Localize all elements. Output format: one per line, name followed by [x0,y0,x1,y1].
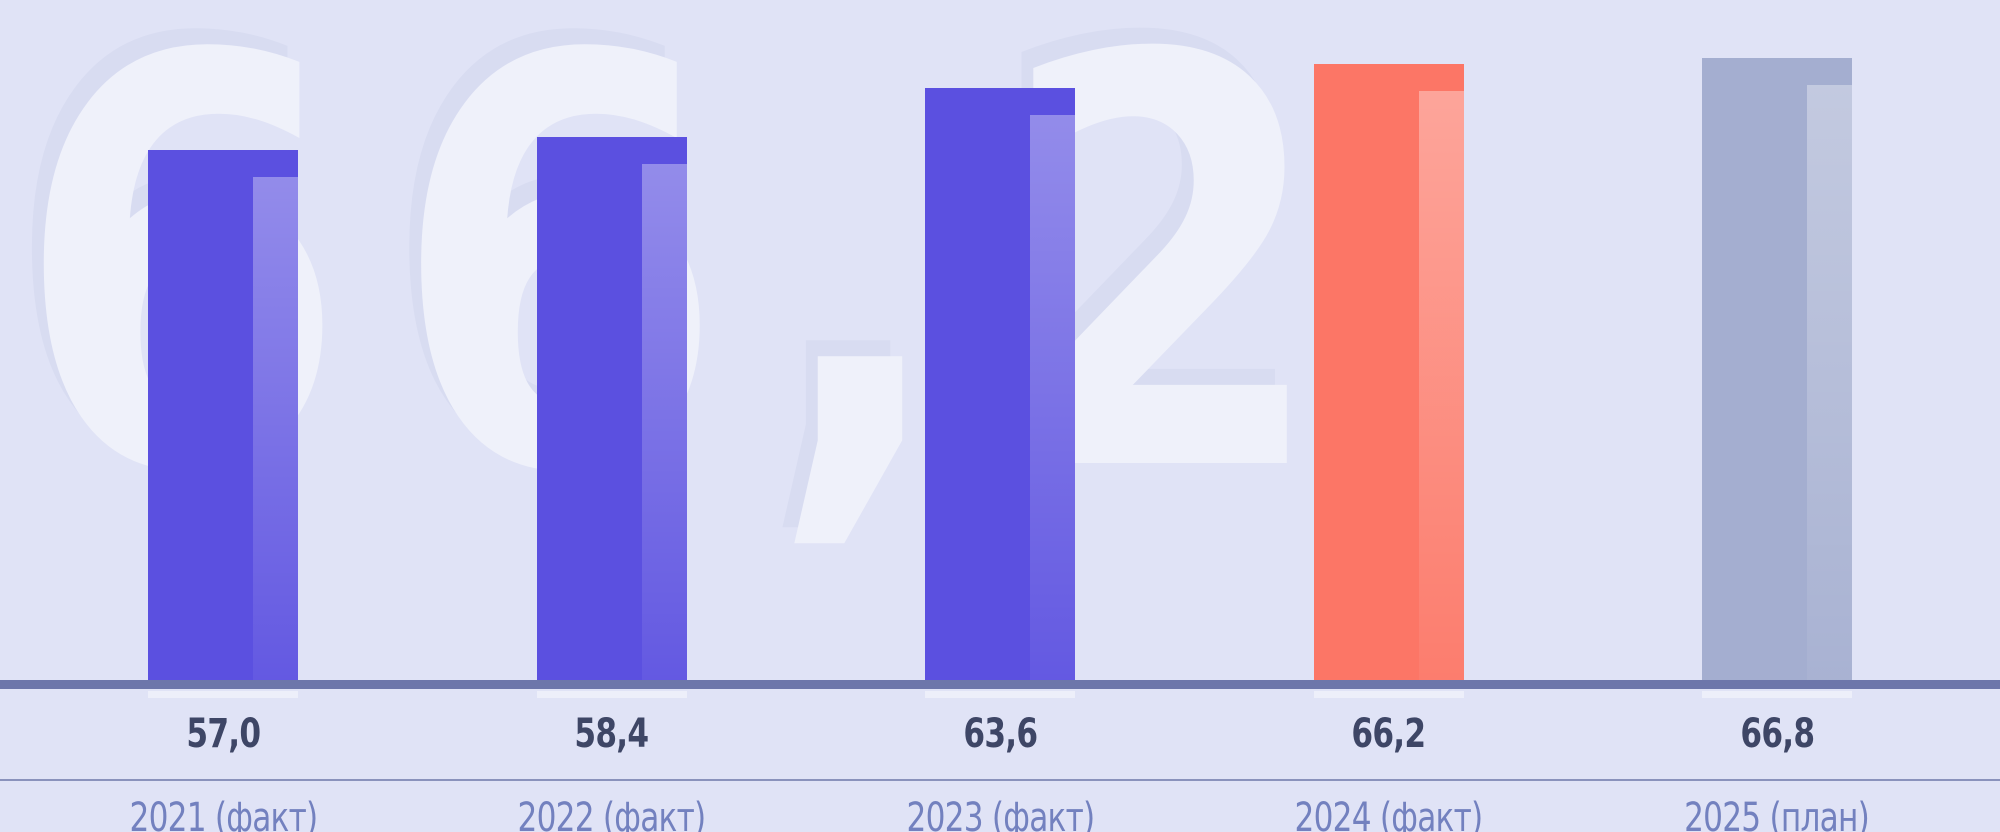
bar-highlight-stripe [641,164,687,681]
bar-2023 [925,88,1075,681]
bar-2025 [1702,58,1852,681]
bar-reflection [1313,691,1464,698]
category-separator-line [0,779,2000,781]
category-label: 2022 (факт) [432,781,792,832]
bar-highlight-stripe [1030,115,1075,681]
value-label-text: 63,6 [963,710,1038,757]
category-label-text: 2021 (факт) [129,795,318,832]
x-axis-baseline [0,680,2000,689]
bar-reflection [148,691,298,698]
category-label: 2021 (факт) [43,781,403,832]
bar-reflection [1702,691,1852,698]
category-label: 2025 (план) [1597,781,1957,832]
category-label-text: 2023 (факт) [906,795,1095,832]
value-label-text: 58,4 [574,710,650,757]
value-label: 66,2 [1259,689,1519,778]
category-label: 2024 (факт) [1209,781,1569,832]
category-label-text: 2022 (факт) [517,795,707,832]
bar-reflection [536,691,687,698]
value-label-text: 57,0 [186,710,261,757]
value-label: 58,4 [482,689,742,778]
value-label-text: 66,8 [1740,710,1815,757]
bar-2021 [148,150,298,681]
bar-reflection [925,691,1075,698]
category-label-text: 2025 (план) [1684,795,1871,832]
value-label-text: 66,2 [1351,710,1427,757]
category-label-text: 2024 (факт) [1294,795,1484,832]
bar-highlight-stripe [1807,85,1852,681]
bar-highlight-stripe [1418,91,1464,681]
value-label: 63,6 [870,689,1130,778]
bar-2022 [536,137,687,681]
value-label: 66,8 [1647,689,1907,778]
bar-2024 [1313,64,1464,681]
category-label: 2023 (факт) [820,781,1180,832]
bar-highlight-stripe [253,177,298,681]
value-label: 57,0 [93,689,353,778]
